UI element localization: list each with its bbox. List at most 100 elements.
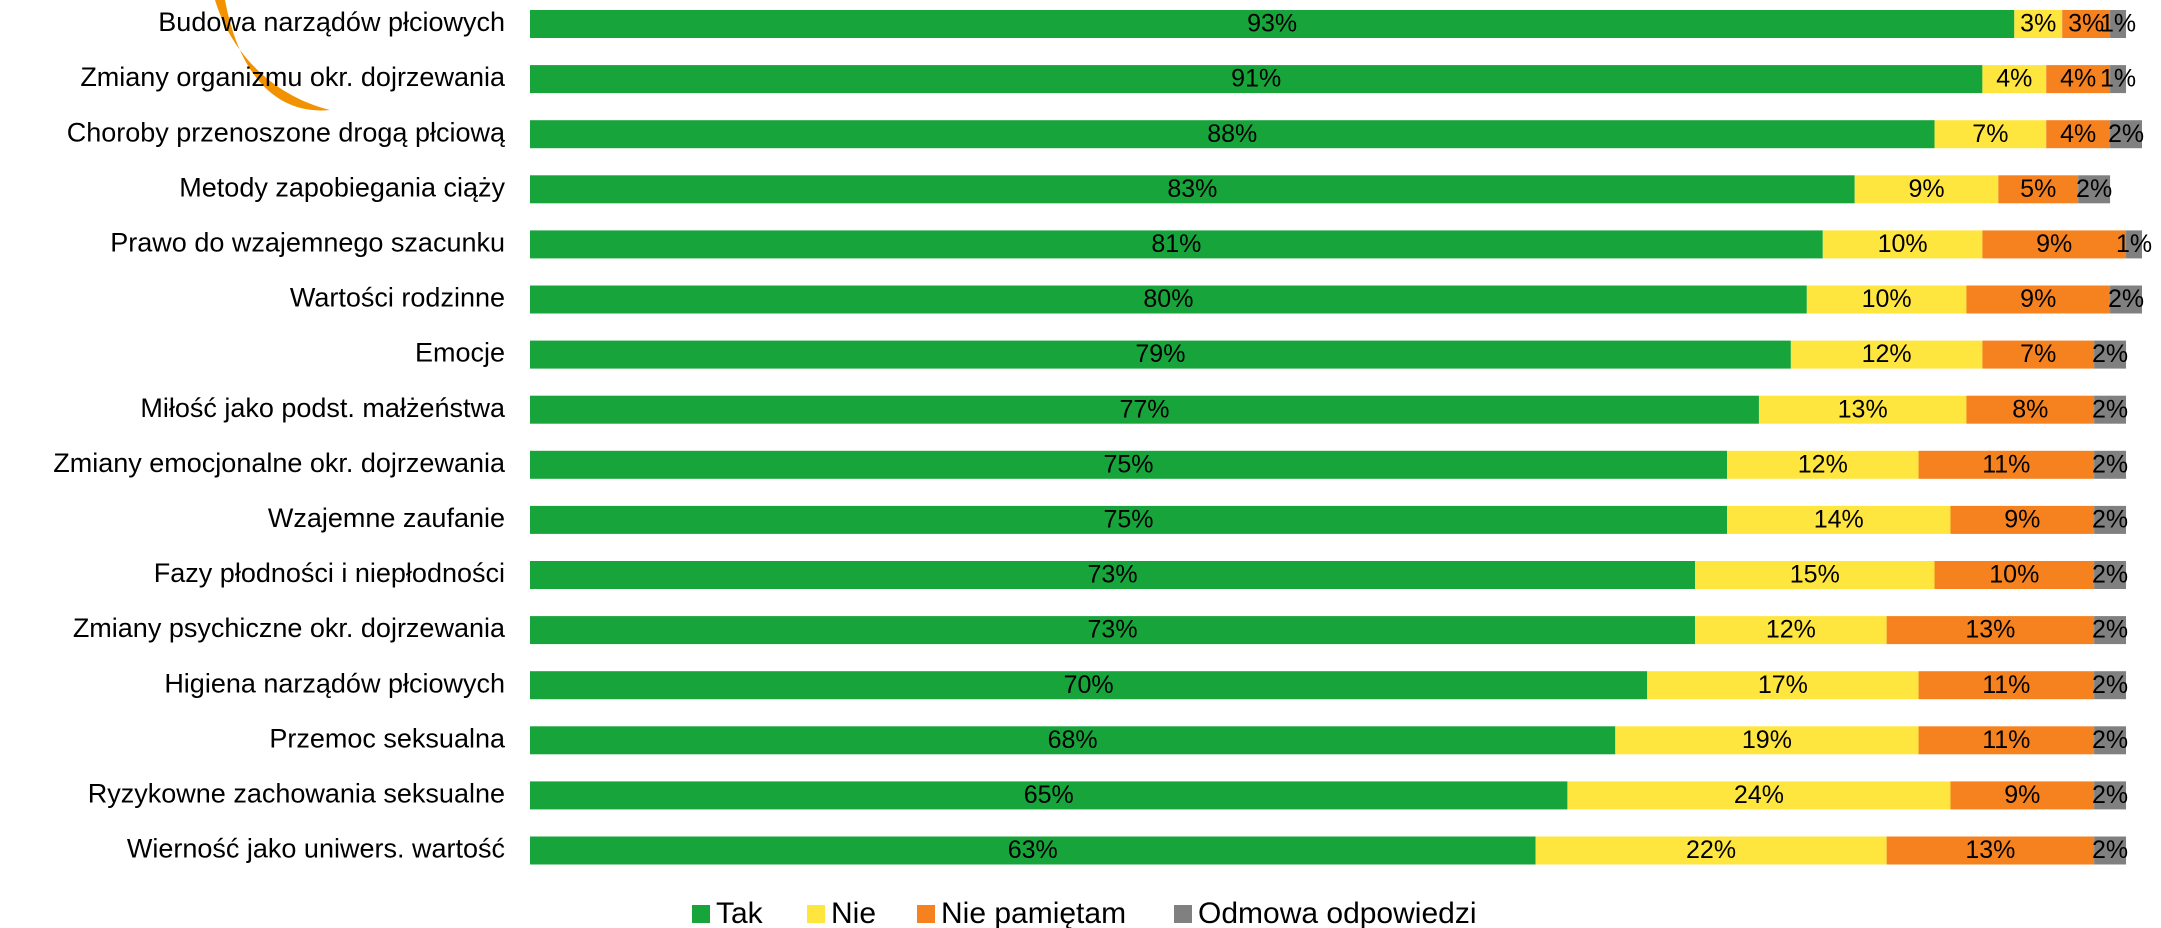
bar-segment <box>1535 836 1887 865</box>
value-label: 4% <box>2060 120 2096 148</box>
legend-swatch <box>807 905 825 923</box>
bar-segment <box>1822 230 1983 259</box>
value-label: 2% <box>2092 340 2128 368</box>
bar-segment <box>530 616 1696 645</box>
value-label: 5% <box>2020 175 2056 203</box>
category-label: Choroby przenoszone drogą płciową <box>67 117 506 147</box>
bar-segment <box>530 726 1616 755</box>
category-label: Zmiany psychiczne okr. dojrzewania <box>73 613 506 643</box>
value-label: 2% <box>2092 561 2128 589</box>
value-label: 2% <box>2092 726 2128 754</box>
value-label: 2% <box>2092 836 2128 864</box>
bar-segment <box>2094 726 2127 755</box>
category-label: Zmiany emocjonalne okr. dojrzewania <box>53 448 506 478</box>
bar-segment <box>1966 285 2111 314</box>
value-label: 13% <box>1965 836 2015 864</box>
category-label: Wierność jako uniwers. wartość <box>127 834 505 864</box>
bar-segment <box>1854 175 1999 204</box>
value-label: 77% <box>1119 395 1169 423</box>
bar-segment <box>1886 616 2095 645</box>
bar-segment <box>2046 120 2111 149</box>
bar-segment <box>530 836 1536 865</box>
bar-segment <box>2094 671 2127 700</box>
value-label: 14% <box>1814 506 1864 534</box>
value-label: 7% <box>2020 340 2056 368</box>
bar-segment <box>530 175 1855 204</box>
bar-segment <box>1886 836 2095 865</box>
value-label: 7% <box>1972 120 2008 148</box>
value-label: 79% <box>1135 340 1185 368</box>
value-label: 2% <box>2092 395 2128 423</box>
value-label: 8% <box>2012 395 2048 423</box>
bar-segment <box>2014 10 2063 38</box>
bar-segment <box>1982 65 2047 94</box>
bar-segment <box>1950 505 2095 534</box>
value-label: 24% <box>1734 781 1784 809</box>
legend-label: Odmowa odpowiedzi <box>1198 897 1476 928</box>
bar-segment <box>530 65 1983 94</box>
bar-segment <box>1727 505 1951 534</box>
value-label: 12% <box>1862 340 1912 368</box>
value-label: 1% <box>2100 10 2136 38</box>
legend-swatch <box>917 905 935 923</box>
value-label: 83% <box>1167 175 1217 203</box>
category-label: Przemoc seksualna <box>269 723 506 753</box>
value-label: 10% <box>1878 230 1928 258</box>
value-label: 68% <box>1048 726 1098 754</box>
bar-segment <box>2110 120 2142 149</box>
value-label: 81% <box>1151 230 1201 258</box>
bar-segment <box>1950 781 2095 810</box>
bar-segment <box>2094 561 2127 589</box>
value-label: 2% <box>2108 285 2144 313</box>
legend-label: Nie <box>831 897 876 928</box>
value-label: 4% <box>2060 65 2096 93</box>
bar-segment <box>1998 175 2079 204</box>
value-label: 2% <box>2092 671 2128 699</box>
bar-segment <box>2062 10 2111 38</box>
value-label: 13% <box>1965 616 2015 644</box>
bar-segment <box>2110 10 2127 38</box>
bar-segment <box>530 505 1728 534</box>
category-label: Ryzykowne zachowania seksualne <box>88 779 505 809</box>
bar-segment <box>2094 395 2127 424</box>
bar-segment <box>2110 65 2127 94</box>
bar-segment <box>2094 450 2127 479</box>
value-label: 88% <box>1207 120 1257 148</box>
bar-segment <box>1695 616 1887 645</box>
bar-segment <box>1982 340 2095 369</box>
bar-segment <box>530 781 1568 810</box>
value-label: 19% <box>1742 726 1792 754</box>
bar-segment <box>2094 836 2127 865</box>
bar-segment <box>1647 671 1919 700</box>
value-label: 80% <box>1143 285 1193 313</box>
category-label: Zmiany organizmu okr. dojrzewania <box>80 62 506 92</box>
bar-segment <box>1934 561 2095 589</box>
value-label: 2% <box>2092 616 2128 644</box>
category-label: Miłość jako podst. małżeństwa <box>140 393 506 423</box>
value-label: 11% <box>1982 671 2030 699</box>
value-label: 17% <box>1758 671 1808 699</box>
bar-segment <box>1918 450 2095 479</box>
value-label: 70% <box>1064 671 1114 699</box>
value-label: 9% <box>2004 781 2040 809</box>
category-label: Emocje <box>415 338 505 368</box>
category-label: Metody zapobiegania ciąży <box>179 172 505 202</box>
bar-segment <box>2094 616 2127 645</box>
bar-segment <box>1918 671 2095 700</box>
bar-segment <box>1758 395 1967 424</box>
value-label: 22% <box>1686 836 1736 864</box>
bar-segment <box>2094 340 2127 369</box>
value-label: 75% <box>1103 506 1153 534</box>
value-label: 9% <box>2036 230 2072 258</box>
category-label: Fazy płodności i niepłodności <box>154 558 505 588</box>
bar-segment <box>1567 781 1951 810</box>
bar-segment <box>530 395 1759 424</box>
value-label: 10% <box>1862 285 1912 313</box>
value-label: 12% <box>1766 616 1816 644</box>
value-label: 91% <box>1231 65 1281 93</box>
bar-segment <box>2094 505 2127 534</box>
value-label: 9% <box>2004 506 2040 534</box>
value-label: 11% <box>1982 726 2030 754</box>
value-label: 2% <box>2092 506 2128 534</box>
bar-segment <box>2078 175 2111 204</box>
